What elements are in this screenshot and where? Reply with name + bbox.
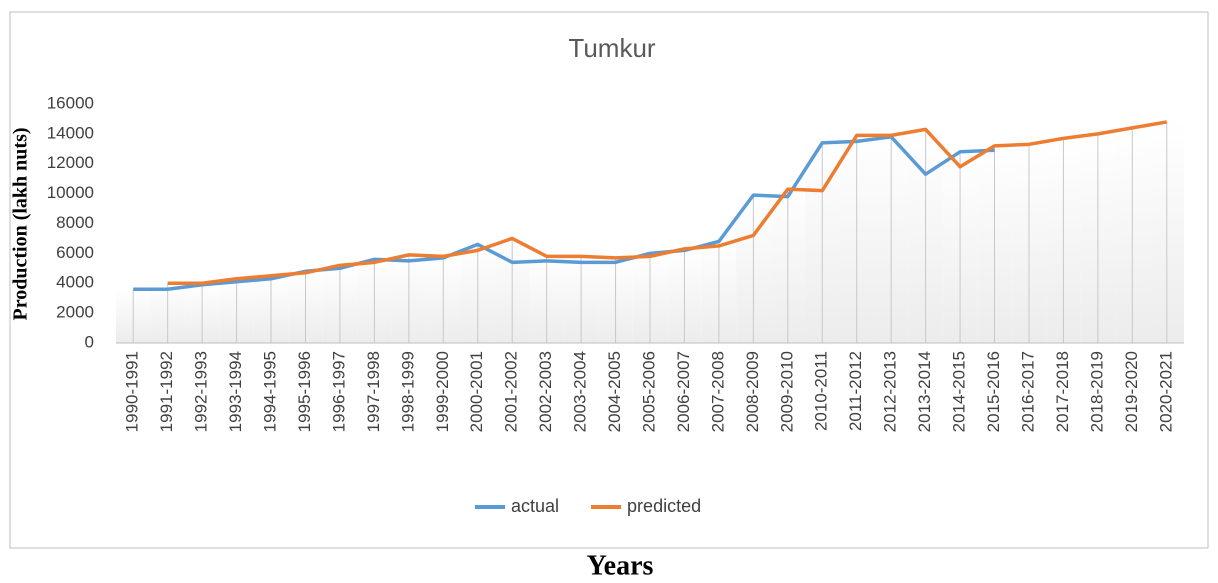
chart-title: Tumkur <box>568 33 655 63</box>
x-tick-label: 1995-1996 <box>295 351 314 432</box>
x-tick-label: 2015-2016 <box>984 351 1003 432</box>
x-tick-label: 2006-2007 <box>674 351 693 432</box>
chart-frame <box>9 11 1209 549</box>
x-tick-label: 1993-1994 <box>226 351 245 432</box>
x-tick-label: 2019-2020 <box>1122 351 1141 432</box>
x-tick-label: 1997-1998 <box>364 351 383 432</box>
legend-label: actual <box>511 496 559 516</box>
y-tick-label: 10000 <box>47 183 94 202</box>
x-tick-label: 2009-2010 <box>777 351 796 432</box>
x-axis-label: Years <box>587 550 654 581</box>
x-tick-label: 2016-2017 <box>1018 351 1037 432</box>
x-tick-label: 2014-2015 <box>950 351 969 432</box>
x-tick-label: 2020-2021 <box>1156 351 1175 432</box>
y-axis-label: Production (lakh nuts) <box>10 127 32 320</box>
y-tick-label: 4000 <box>56 273 94 292</box>
x-tick-label: 2008-2009 <box>743 351 762 432</box>
x-tick-label: 2004-2005 <box>605 351 624 432</box>
x-tick-label: 2002-2003 <box>536 351 555 432</box>
x-tick-label: 2017-2018 <box>1053 351 1072 432</box>
x-tick-label: 2001-2002 <box>502 351 521 432</box>
x-tick-label: 1991-1992 <box>157 351 176 432</box>
x-tick-label: 1996-1997 <box>329 351 348 432</box>
x-tick-label: 1990-1991 <box>123 351 142 432</box>
series-line <box>167 120 1168 285</box>
y-tick-label: 2000 <box>56 303 94 322</box>
x-tick-label: 2012-2013 <box>881 351 900 432</box>
x-tick-label: 2003-2004 <box>571 351 590 432</box>
x-tick-label: 2005-2006 <box>639 351 658 432</box>
x-tick-label: 1998-1999 <box>398 351 417 432</box>
x-tick-label: 2013-2014 <box>915 351 934 432</box>
y-tick-label: 8000 <box>56 213 94 232</box>
x-tick-label: 2011-2012 <box>846 351 865 431</box>
y-tick-label: 16000 <box>47 93 94 112</box>
x-tick-label: 2010-2011 <box>812 351 831 431</box>
y-tick-label: 12000 <box>47 153 94 172</box>
y-tick-label: 0 <box>85 332 94 351</box>
y-tick-label: 14000 <box>47 123 94 142</box>
x-tick-label: 1999-2000 <box>433 351 452 432</box>
x-tick-label: 1994-1995 <box>261 351 280 432</box>
legend-label: predicted <box>627 496 701 516</box>
x-tick-label: 2000-2001 <box>467 351 486 432</box>
y-tick-label: 6000 <box>56 243 94 262</box>
x-tick-label: 2018-2019 <box>1087 351 1106 432</box>
x-tick-label: 2007-2008 <box>708 351 727 432</box>
x-tick-label: 1992-1993 <box>192 351 211 432</box>
